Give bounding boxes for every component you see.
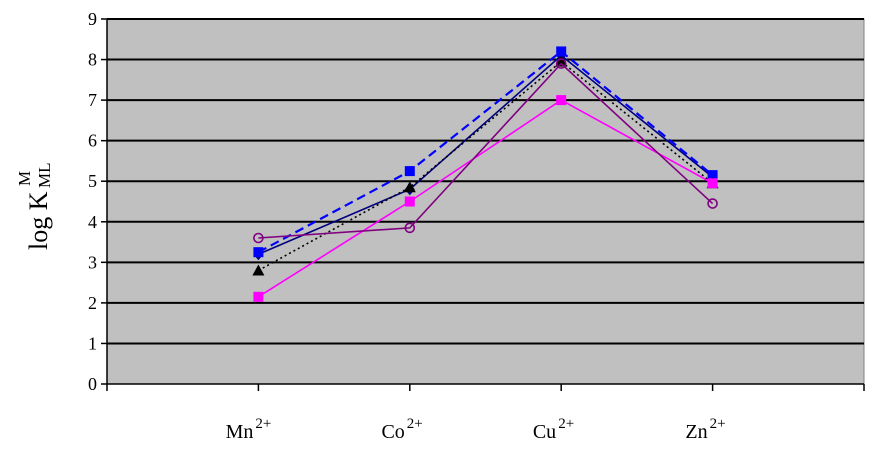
y-tick-label-7: 7: [88, 90, 97, 110]
series-2: [253, 46, 718, 258]
x-tick-label-base: Cu: [533, 421, 556, 443]
series-3-line: [258, 60, 714, 272]
y-axis-label-sub: ML: [35, 163, 54, 189]
series-5: [253, 58, 718, 244]
y-tick-label-4: 4: [88, 212, 97, 232]
x-tick-label-cu: Cu 2+: [533, 416, 574, 443]
series-5-point-3: [555, 58, 567, 69]
y-tick-label-5: 5: [88, 171, 97, 191]
series-3-point-2: [403, 181, 416, 193]
y-tick-label-8: 8: [88, 50, 97, 70]
y-tick-label-6: 6: [88, 131, 97, 151]
series-5-line: [258, 62, 714, 239]
y-tick-label-3: 3: [88, 252, 97, 272]
gridlines: [107, 18, 864, 345]
series-4-line: [257, 99, 713, 298]
y-tick-label-0: 0: [88, 374, 97, 394]
series-4-point-1: [253, 291, 264, 302]
axes: [106, 19, 864, 385]
series-group: [252, 46, 719, 302]
y-tick-label-2: 2: [88, 293, 97, 313]
x-tick-label-base: Co: [381, 421, 404, 443]
series-1-line: [258, 54, 714, 255]
y-tick-label-1: 1: [88, 333, 97, 353]
x-tick-label-sup: 2+: [255, 416, 271, 432]
y-axis-label: log K M ML: [15, 163, 54, 251]
series-4-point-2: [404, 196, 415, 207]
series-2-point-1: [253, 247, 264, 258]
x-tick-label-zn: Zn 2+: [685, 416, 725, 443]
series-4-point-4: [707, 178, 718, 189]
x-tick-label-base: Mn: [226, 421, 254, 443]
y-tick-label-9: 9: [88, 9, 97, 29]
x-tick-label-co: Co 2+: [381, 416, 422, 443]
y-axis-ticks: 0 1 2 3 4 5 6 7 8 9: [88, 9, 107, 394]
plot-area: [106, 18, 865, 385]
x-tick-label-sup: 2+: [407, 416, 423, 432]
y-axis-label-main: log K: [24, 191, 53, 250]
y-axis-label-sup: M: [15, 171, 34, 186]
series-2-point-2: [404, 166, 415, 177]
series-2-point-3: [556, 46, 567, 57]
x-tick-label-sup: 2+: [558, 416, 574, 432]
series-2-point-4: [707, 170, 718, 181]
series-3-point-3: [555, 55, 568, 67]
series-2-line: [257, 50, 714, 254]
x-tick-label-mn: Mn 2+: [226, 416, 272, 443]
series-5-point-2: [404, 222, 416, 234]
series-3-point-1: [252, 264, 265, 276]
series-5-point-1: [253, 232, 264, 244]
series-5-point-4: [707, 198, 718, 209]
x-tick-label-base: Zn: [685, 421, 707, 443]
x-tick-label-sup: 2+: [710, 416, 726, 432]
series-4: [253, 95, 718, 302]
series-4-point-3: [556, 95, 567, 106]
x-axis-ticks: Mn 2+ Co 2+ Cu 2+ Zn 2+: [106, 384, 865, 443]
